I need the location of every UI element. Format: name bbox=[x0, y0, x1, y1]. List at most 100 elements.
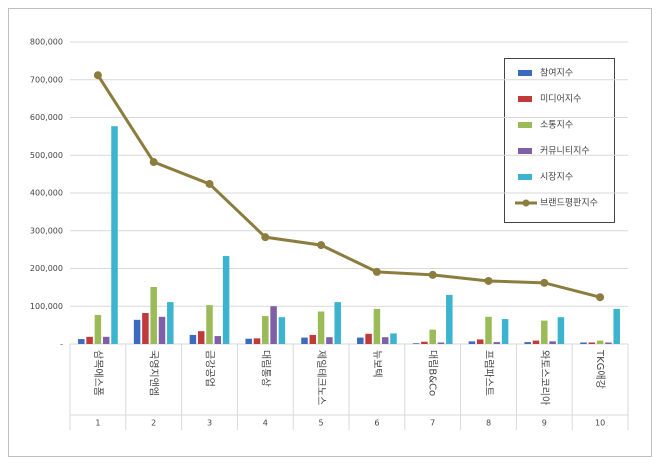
bar bbox=[158, 316, 166, 344]
bar bbox=[222, 256, 230, 344]
legend-label: 미디어지수 bbox=[540, 94, 581, 105]
x-tick-label: 와토스코리아 bbox=[538, 350, 550, 405]
bar bbox=[549, 341, 556, 344]
bar bbox=[94, 314, 102, 344]
bar bbox=[446, 294, 453, 344]
y-tick-label: 300,000 bbox=[30, 226, 63, 235]
rank-label: 1 bbox=[95, 419, 100, 428]
line-point bbox=[317, 241, 326, 250]
x-tick-label: TKG애강 bbox=[594, 349, 606, 389]
bar bbox=[206, 305, 213, 344]
bar bbox=[214, 336, 222, 344]
bar bbox=[437, 342, 445, 344]
bar bbox=[476, 339, 484, 344]
bar bbox=[326, 337, 333, 344]
bar bbox=[189, 334, 197, 344]
rank-label: 10 bbox=[595, 419, 605, 428]
bar bbox=[111, 126, 118, 345]
line-point bbox=[149, 158, 158, 167]
legend-marker bbox=[522, 199, 530, 207]
bar bbox=[262, 316, 269, 344]
bar bbox=[468, 341, 476, 344]
bar bbox=[493, 342, 501, 344]
bar bbox=[541, 320, 548, 344]
line-series bbox=[96, 74, 601, 299]
line-point bbox=[205, 179, 214, 188]
y-tick-label: 700,000 bbox=[30, 75, 63, 84]
line-point bbox=[484, 276, 493, 285]
legend-label: 소통지수 bbox=[540, 120, 573, 131]
bar bbox=[605, 342, 612, 344]
rank-label: 8 bbox=[486, 419, 491, 428]
y-tick-label: 100,000 bbox=[30, 302, 63, 311]
y-tick-label: - bbox=[60, 340, 63, 349]
line-point bbox=[428, 270, 437, 279]
rank-label: 7 bbox=[430, 419, 435, 428]
bar bbox=[357, 337, 364, 344]
rank-label: 3 bbox=[207, 419, 212, 428]
line-point bbox=[372, 267, 381, 276]
line-point bbox=[540, 278, 549, 287]
legend-label: 참여지수 bbox=[540, 67, 573, 79]
bar bbox=[167, 302, 174, 344]
bar bbox=[501, 319, 509, 344]
bar bbox=[301, 337, 308, 344]
bar bbox=[381, 337, 389, 344]
rank-label: 5 bbox=[319, 419, 324, 428]
bar bbox=[278, 317, 286, 344]
bar bbox=[365, 333, 372, 344]
bar bbox=[142, 313, 149, 344]
line-point bbox=[261, 233, 270, 242]
x-tick-label: 프럼파스트 bbox=[483, 350, 496, 396]
bar bbox=[309, 334, 317, 344]
x-tick-label: 국영지앤엠 bbox=[148, 350, 160, 396]
legend-swatch bbox=[518, 148, 532, 154]
rank-label: 4 bbox=[263, 419, 268, 428]
bar bbox=[78, 339, 85, 344]
rank-label: 6 bbox=[374, 419, 379, 428]
x-tick-label: 삼목에스폼 bbox=[92, 350, 104, 396]
bar bbox=[102, 336, 110, 344]
y-tick-label: 800,000 bbox=[30, 38, 63, 47]
bar bbox=[588, 342, 596, 344]
x-tick-label: 뉴보텍 bbox=[371, 350, 383, 378]
legend-swatch bbox=[518, 122, 532, 128]
bar bbox=[580, 342, 587, 344]
bar bbox=[86, 336, 93, 344]
bar bbox=[421, 341, 428, 344]
bar bbox=[270, 306, 277, 344]
bar bbox=[524, 342, 531, 344]
legend-box bbox=[504, 58, 615, 223]
bar bbox=[532, 340, 540, 344]
legend-swatch bbox=[518, 96, 532, 102]
bar bbox=[429, 329, 436, 344]
bar bbox=[373, 308, 381, 344]
y-tick-label: 400,000 bbox=[30, 189, 63, 198]
x-tick-label: 대림B&Co bbox=[427, 350, 439, 396]
bar bbox=[596, 340, 604, 344]
x-tick-label: 대림통상 bbox=[259, 350, 271, 387]
rank-label: 2 bbox=[151, 419, 156, 428]
bar bbox=[133, 319, 141, 344]
legend-label: 시장지수 bbox=[540, 172, 573, 183]
bar bbox=[613, 308, 620, 344]
bar bbox=[253, 338, 261, 344]
bar bbox=[557, 317, 565, 344]
bar bbox=[334, 302, 341, 344]
bar bbox=[390, 333, 397, 344]
line-point bbox=[596, 293, 605, 302]
bar bbox=[317, 311, 325, 344]
legend-swatch bbox=[518, 70, 532, 76]
bar bbox=[485, 316, 492, 344]
x-tick-label: 제일테크노스 bbox=[315, 350, 327, 405]
bar bbox=[197, 331, 205, 344]
bar bbox=[150, 286, 157, 344]
bar bbox=[245, 338, 252, 344]
legend-label: 커뮤니티지수 bbox=[540, 146, 590, 157]
x-tick-label: 금강공업 bbox=[204, 350, 217, 387]
line-point bbox=[93, 71, 102, 80]
bar bbox=[412, 343, 420, 344]
legend-label: 브랜드평판지수 bbox=[540, 198, 598, 209]
rank-label: 9 bbox=[542, 419, 547, 428]
